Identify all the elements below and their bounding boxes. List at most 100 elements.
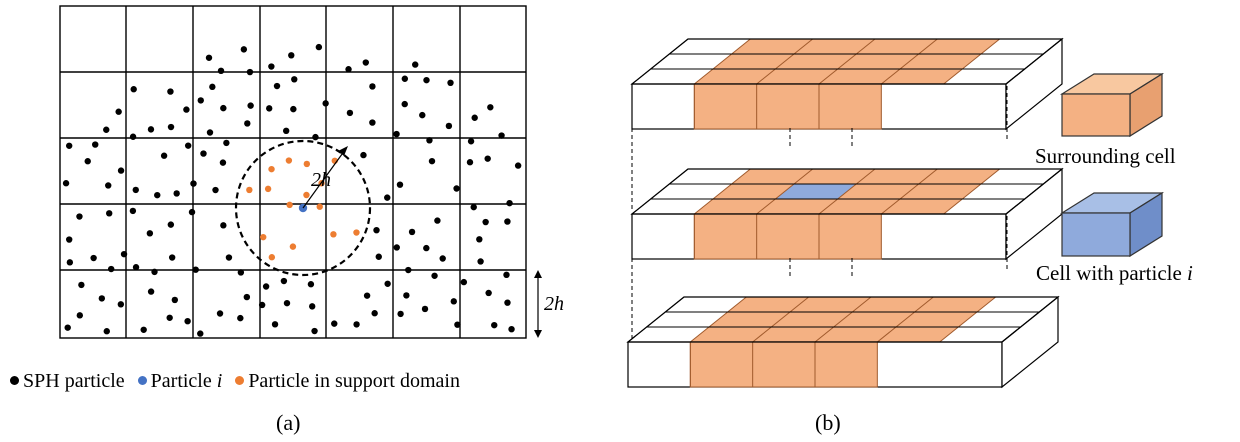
cell-with-particle-cube bbox=[1059, 191, 1165, 258]
sph-particle bbox=[240, 46, 248, 53]
radius-label: 2h bbox=[311, 169, 331, 191]
sph-particle bbox=[244, 120, 251, 127]
sph-particle bbox=[384, 194, 391, 201]
sph-particle bbox=[129, 133, 137, 140]
support-particle bbox=[303, 191, 310, 199]
sph-particle bbox=[147, 126, 155, 133]
cell-layer bbox=[630, 37, 1064, 131]
sph-particle bbox=[243, 293, 251, 301]
support-particle bbox=[286, 201, 293, 209]
sph-particle bbox=[466, 159, 474, 166]
center-cell bbox=[775, 184, 857, 199]
sph-particle bbox=[146, 230, 154, 237]
sph-particle bbox=[412, 61, 419, 68]
cell-layer bbox=[626, 295, 1060, 389]
sph-particle bbox=[504, 218, 511, 225]
sph-particle bbox=[223, 139, 230, 147]
sph-particle bbox=[78, 281, 85, 289]
sph-particle bbox=[200, 150, 207, 157]
sph-particle bbox=[371, 310, 378, 317]
sph-particle bbox=[423, 76, 430, 84]
sph-particle bbox=[84, 158, 91, 165]
support-particle bbox=[268, 165, 275, 173]
sph-particle bbox=[487, 104, 494, 111]
radius-arrow-head bbox=[338, 146, 348, 156]
sph-particle bbox=[225, 254, 233, 261]
sph-particle bbox=[419, 111, 426, 119]
sph-particle bbox=[345, 66, 352, 73]
sph-particle bbox=[273, 82, 281, 90]
sph-particle bbox=[312, 133, 319, 141]
sph-particle bbox=[205, 54, 213, 61]
sph-particle bbox=[397, 310, 404, 318]
support-particle bbox=[264, 185, 272, 193]
sph-particle bbox=[167, 123, 175, 131]
cell-layers bbox=[626, 37, 1064, 389]
sph-particle bbox=[396, 181, 404, 188]
sph-particle bbox=[237, 269, 245, 276]
cell-size-arrow-head-bottom bbox=[534, 330, 542, 338]
sph-particle bbox=[403, 292, 410, 299]
sph-particle bbox=[212, 186, 219, 194]
support-particle bbox=[316, 203, 323, 210]
sph-particle bbox=[439, 255, 446, 262]
sph-particle bbox=[90, 254, 97, 262]
sph-particle bbox=[76, 312, 84, 319]
sph-particle bbox=[65, 142, 73, 149]
caption-b: (b) bbox=[815, 410, 841, 435]
caption-a: (a) bbox=[276, 410, 301, 435]
sph-particle bbox=[209, 83, 216, 91]
sph-particle bbox=[423, 244, 430, 252]
sph-particle bbox=[129, 207, 137, 215]
sph-particle bbox=[268, 63, 275, 70]
sph-particle bbox=[506, 199, 513, 207]
sph-particle bbox=[369, 83, 376, 90]
sph-particle bbox=[282, 127, 290, 135]
sph-particle bbox=[62, 180, 70, 187]
support-domain-circle bbox=[234, 139, 372, 277]
sph-particle bbox=[362, 59, 369, 66]
sph-particle bbox=[160, 152, 168, 159]
sph-particle bbox=[471, 114, 478, 121]
sph-particle bbox=[401, 100, 408, 108]
sph-particle bbox=[454, 321, 461, 328]
sph-particle bbox=[431, 272, 438, 279]
sph-particle bbox=[92, 141, 99, 148]
sph-particle bbox=[117, 167, 125, 174]
sph-particle bbox=[66, 259, 74, 266]
sph-particle bbox=[237, 314, 244, 322]
particle-grid bbox=[59, 5, 527, 339]
legend-sph-label: SPH particle bbox=[23, 370, 125, 392]
sph-particle bbox=[64, 324, 71, 331]
sph-particle bbox=[453, 185, 460, 192]
support-particle bbox=[268, 254, 276, 261]
sph-particle bbox=[103, 328, 110, 335]
sph-particle bbox=[498, 132, 505, 139]
support-particle bbox=[330, 231, 337, 238]
support-particle bbox=[303, 160, 311, 168]
sph-particle bbox=[482, 218, 489, 226]
sph-particle bbox=[401, 75, 409, 82]
sph-particle bbox=[106, 210, 113, 217]
sph-particle bbox=[192, 266, 199, 273]
sph-particle bbox=[470, 203, 477, 211]
sph-particle bbox=[477, 258, 484, 265]
sph-particle bbox=[216, 310, 224, 317]
surrounding-cells-front bbox=[693, 83, 882, 130]
legend-cell-with-particle-label: Cell with particle i bbox=[1036, 261, 1193, 285]
sph-particle bbox=[288, 52, 295, 59]
sph-particle bbox=[107, 265, 115, 273]
sph-particle bbox=[220, 222, 227, 229]
sph-particle bbox=[450, 298, 457, 305]
surrounding-cells-front bbox=[689, 341, 878, 388]
legend-particle-i-label: Particle i bbox=[150, 370, 223, 392]
sph-particle bbox=[217, 67, 225, 75]
sph-particle bbox=[360, 151, 367, 159]
sph-particle bbox=[184, 142, 192, 149]
sph-particle bbox=[184, 317, 191, 325]
sph-particle bbox=[247, 102, 254, 109]
sph-particle bbox=[503, 271, 510, 279]
support-particle-dot bbox=[235, 376, 245, 386]
surrounding-cells-front bbox=[693, 213, 882, 260]
sph-particle bbox=[271, 321, 279, 328]
